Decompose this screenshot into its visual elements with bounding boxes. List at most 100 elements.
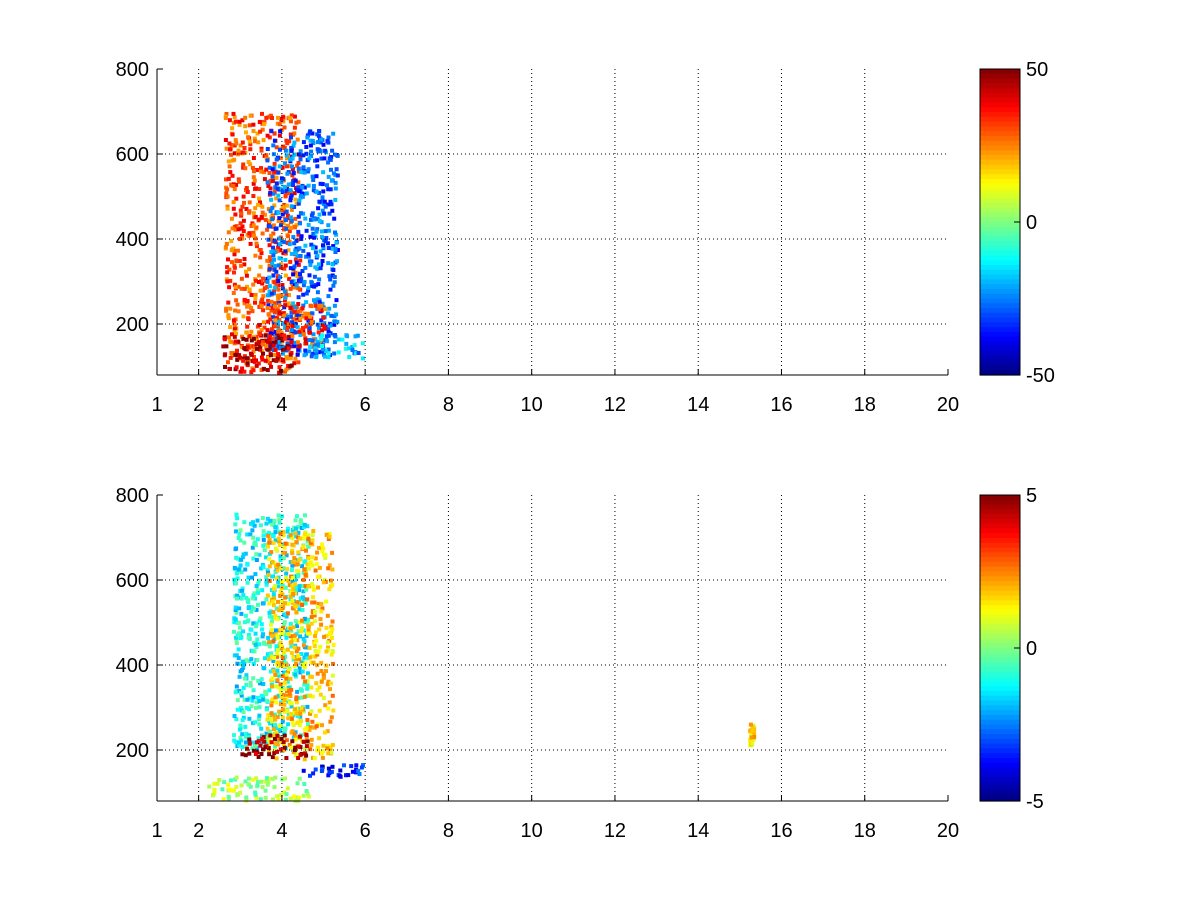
heatmap-feature-2-cell: [271, 143, 276, 148]
heatmap-feature-2-cell: [289, 730, 294, 735]
heatmap-feature-1-cell: [280, 204, 285, 209]
x-tick-label: 20: [937, 394, 959, 416]
heatmap-feature-4-cell: [297, 776, 302, 781]
heatmap-feature-1-cell: [241, 162, 246, 167]
heatmap-feature-2-cell: [331, 643, 336, 647]
heatmap-feature-2-cell: [288, 157, 293, 162]
heatmap-feature-2-cell: [320, 723, 324, 728]
heatmap-feature-1-cell: [286, 301, 291, 306]
heatmap-feature-1-cell: [249, 704, 254, 709]
heatmap-feature-2-cell: [315, 158, 320, 163]
heatmap-feature-4-cell: [229, 788, 234, 793]
heatmap-feature-2-cell: [290, 598, 295, 603]
heatmap-feature-2-cell: [282, 545, 287, 550]
heatmap-feature-1-cell: [262, 122, 267, 127]
heatmap-feature-2-cell: [289, 218, 294, 223]
heatmap-feature-5-cell: [361, 763, 365, 768]
heatmap-feature-1-cell: [285, 241, 290, 245]
heatmap-feature-1-cell: [260, 231, 265, 236]
colorbar-segment: [980, 662, 1020, 668]
heatmap-feature-1-cell: [277, 365, 282, 370]
heatmap-feature-3-cell: [232, 334, 237, 339]
heatmap-feature-1-cell: [267, 243, 272, 248]
heatmap-feature-5-cell: [361, 356, 365, 361]
heatmap-feature-2-cell: [330, 208, 335, 213]
heatmap-feature-2-cell: [326, 347, 331, 352]
heatmap-feature-1-cell: [245, 580, 250, 585]
heatmap-feature-1-cell: [270, 179, 275, 183]
heatmap-feature-1-cell: [264, 707, 269, 712]
heatmap-feature-1-cell: [285, 191, 289, 196]
heatmap-feature-1-cell: [257, 187, 262, 191]
heatmap-feature-4-cell: [295, 781, 300, 786]
heatmap-feature-4-cell: [273, 304, 277, 309]
heatmap-feature-5-cell: [347, 355, 352, 359]
heatmap-feature-1-cell: [276, 584, 281, 589]
colorbar-segment: [980, 269, 1020, 276]
heatmap-feature-1-cell: [225, 265, 230, 270]
heatmap-feature-1-cell: [233, 605, 238, 610]
heatmap-feature-3-cell: [262, 739, 267, 744]
heatmap-feature-1-cell: [258, 288, 263, 293]
heatmap-feature-2-cell: [268, 224, 273, 229]
heatmap-feature-2-cell: [300, 194, 305, 199]
heatmap-feature-1-cell: [235, 593, 240, 598]
colorbar-segment: [980, 571, 1020, 577]
heatmap-feature-1-cell: [252, 355, 256, 359]
heatmap-feature-1-cell: [273, 538, 278, 543]
heatmap-feature-2-cell: [306, 222, 311, 227]
heatmap-feature-2-cell: [301, 292, 306, 297]
heatmap-feature-1-cell: [276, 287, 281, 292]
heatmap-feature-1-cell: [247, 287, 252, 292]
heatmap-feature-2-cell: [304, 291, 309, 296]
heatmap-feature-6-cell: [750, 741, 755, 746]
heatmap-feature-1-cell: [295, 624, 300, 628]
heatmap-feature-1-cell: [261, 533, 266, 538]
y-tick-label: 400: [116, 655, 149, 677]
heatmap-feature-2-cell: [317, 685, 322, 690]
heatmap-feature-2-cell: [314, 229, 319, 234]
heatmap-feature-2-cell: [329, 636, 334, 640]
heatmap-feature-1-cell: [232, 252, 237, 257]
heatmap-feature-2-cell: [297, 189, 302, 194]
heatmap-feature-1-cell: [269, 651, 274, 656]
heatmap-feature-2-cell: [333, 249, 338, 254]
heatmap-feature-2-cell: [311, 246, 315, 251]
heatmap-feature-2-cell: [316, 282, 321, 287]
heatmap-feature-2-cell: [306, 631, 310, 636]
heatmap-feature-2-cell: [328, 323, 333, 328]
heatmap-feature-2-cell: [267, 267, 272, 272]
heatmap-feature-2-cell: [320, 229, 324, 234]
heatmap-feature-2-cell: [308, 631, 313, 636]
x-tick-label: 4: [276, 820, 287, 842]
heatmap-feature-1-cell: [258, 255, 263, 260]
heatmap-feature-2-cell: [319, 156, 324, 161]
heatmap-feature-2-cell: [276, 193, 281, 198]
colorbar-segment: [980, 686, 1020, 692]
heatmap-feature-2-cell: [309, 660, 314, 665]
heatmap-feature-1-cell: [267, 258, 272, 263]
heatmap-feature-2-cell: [272, 238, 277, 243]
heatmap-feature-1-cell: [291, 735, 296, 740]
heatmap-feature-2-cell: [304, 548, 308, 553]
heatmap-feature-1-cell: [286, 711, 291, 716]
heatmap-feature-2-cell: [332, 319, 337, 324]
heatmap-feature-2-cell: [271, 599, 275, 604]
colorbar-segment: [980, 341, 1020, 347]
heatmap-feature-1-cell: [247, 123, 252, 128]
heatmap-feature-4-cell: [235, 793, 240, 798]
heatmap-feature-1-cell: [225, 204, 230, 209]
heatmap-feature-1-cell: [299, 526, 304, 530]
heatmap-feature-2-cell: [318, 644, 323, 649]
heatmap-feature-1-cell: [274, 606, 279, 611]
heatmap-feature-1-cell: [231, 184, 236, 188]
heatmap-feature-5-cell: [313, 767, 318, 772]
heatmap-feature-1-cell: [232, 248, 237, 253]
heatmap-feature-2-cell: [269, 129, 274, 134]
heatmap-feature-1-cell: [238, 735, 243, 740]
heatmap-feature-3-cell: [250, 359, 255, 363]
heatmap-feature-2-cell: [304, 228, 309, 233]
heatmap-feature-1-cell: [230, 260, 234, 265]
heatmap-feature-1-cell: [284, 164, 289, 169]
heatmap-feature-2-cell: [292, 732, 297, 737]
